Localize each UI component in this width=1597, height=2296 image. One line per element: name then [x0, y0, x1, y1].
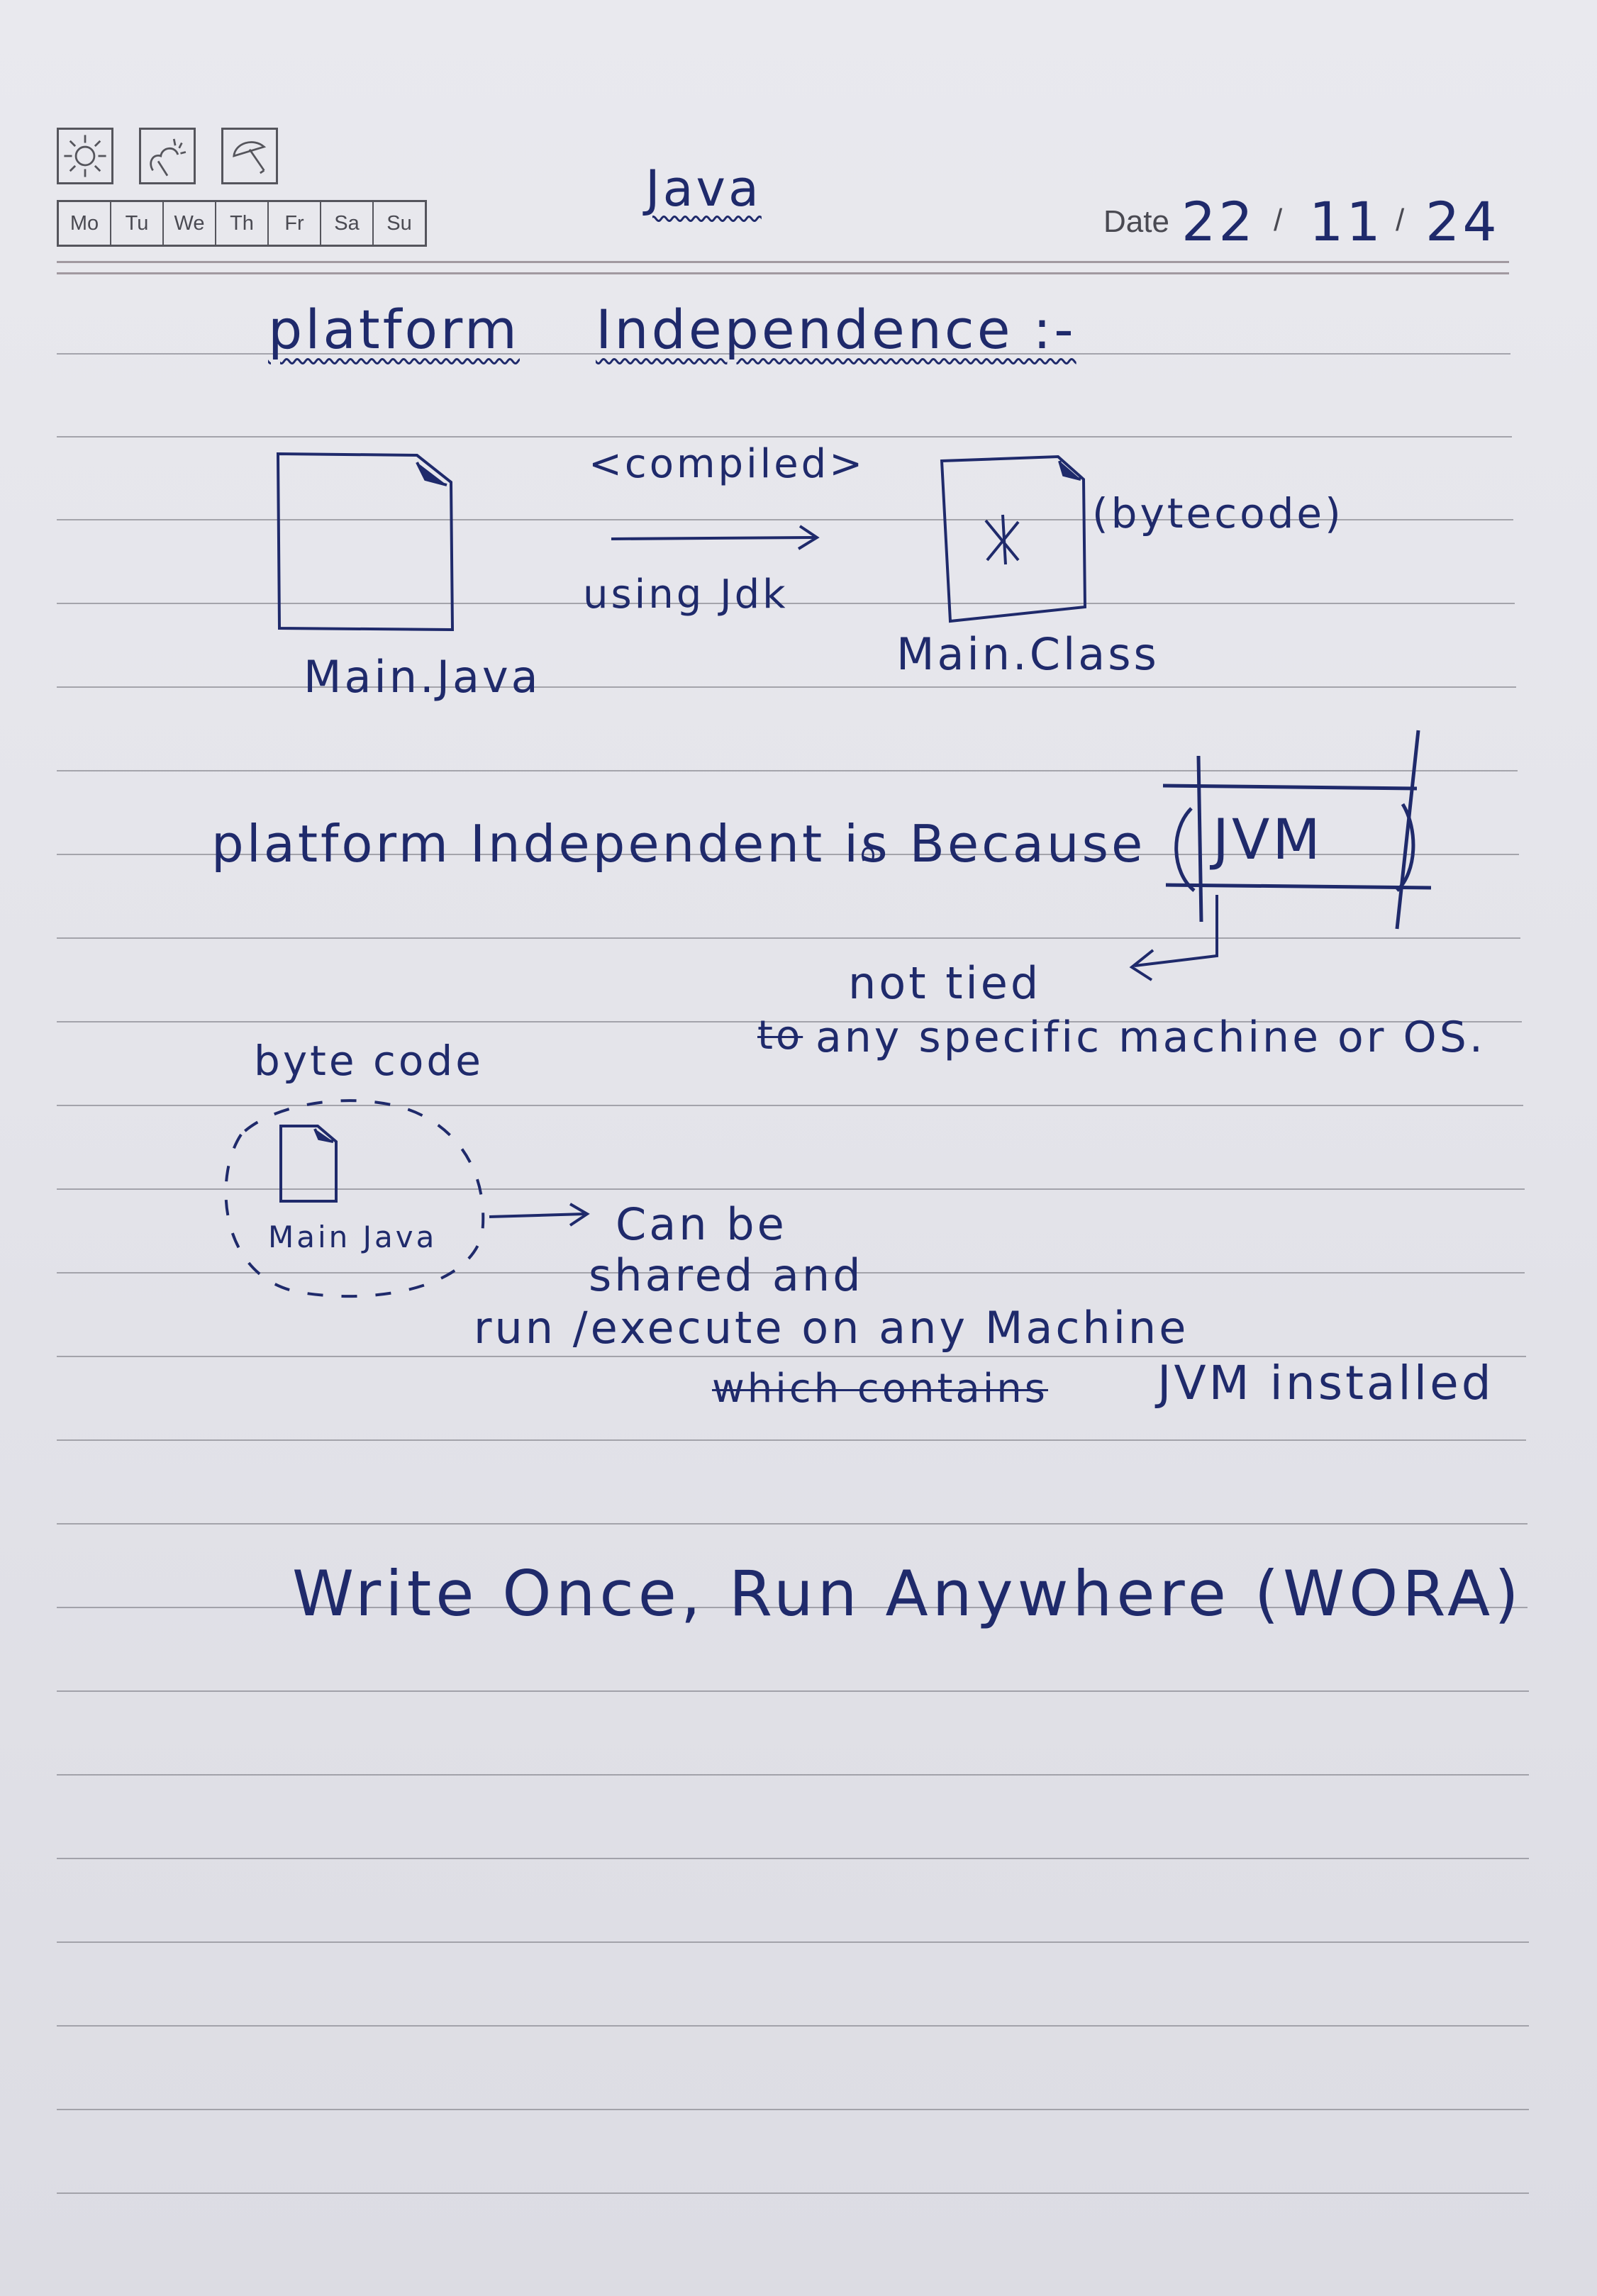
source-file-label: Main.Java	[304, 651, 541, 703]
ruled-line	[57, 1858, 1529, 1859]
shared-line4: JVM installed	[1157, 1356, 1494, 1410]
ruled-line	[57, 1607, 1528, 1608]
shared-line3: run /execute on any Machine	[474, 1302, 1189, 1354]
ruled-line	[57, 353, 1510, 355]
date-year: 24	[1425, 190, 1500, 253]
day-saturday[interactable]: Sa	[321, 202, 374, 245]
class-file-icon	[940, 455, 1087, 623]
page-title: Java	[645, 160, 762, 218]
ruled-line	[57, 937, 1520, 939]
ruled-line	[57, 436, 1512, 438]
day-sunday[interactable]: Su	[386, 211, 412, 235]
ruled-line	[57, 854, 1519, 855]
day-friday[interactable]: Fr	[269, 202, 321, 245]
ruled-line	[57, 2109, 1529, 2110]
ruled-line	[57, 770, 1518, 771]
bytecode-circle	[224, 1099, 485, 1298]
ruled-line	[57, 1356, 1526, 1357]
umbrella-icon[interactable]	[221, 128, 278, 184]
small-file-icon	[279, 1125, 338, 1203]
date-label: Date	[1103, 204, 1169, 239]
ruled-line	[57, 1188, 1525, 1190]
shared-line2: shared and	[589, 1249, 864, 1301]
ruled-line	[57, 1523, 1528, 1525]
using-jdk-label: using Jdk	[583, 572, 789, 618]
not-tied-struck: to	[757, 1013, 803, 1059]
heading-independence: Independence :-	[596, 298, 1076, 361]
ruled-line	[57, 2192, 1529, 2194]
day-tuesday[interactable]: Tu	[111, 202, 164, 245]
date-separator: /	[1274, 203, 1283, 238]
jvm-label: JVM	[1213, 808, 1323, 872]
date-month: 11	[1309, 190, 1384, 253]
ruled-line	[57, 1941, 1529, 1943]
ruled-line	[57, 1439, 1526, 1441]
bytecode-label: (bytecode)	[1092, 489, 1344, 537]
ruled-line	[57, 603, 1515, 604]
sun-icon[interactable]	[57, 128, 113, 184]
ruled-line	[57, 1774, 1529, 1776]
reason-text: platform Independent is Because	[211, 814, 1146, 874]
day-wednesday[interactable]: We	[164, 202, 216, 245]
day-monday[interactable]: Mo	[59, 202, 111, 245]
compiled-label: <compiled>	[589, 441, 866, 487]
compile-arrow-icon	[611, 525, 820, 550]
header-rule	[57, 261, 1509, 263]
ruled-line	[57, 1105, 1523, 1106]
ruled-line	[57, 2025, 1529, 2027]
weekday-selector: Mo Tu We Th Fr Sa Su	[57, 200, 427, 247]
ruled-line	[57, 519, 1513, 520]
bytecode-title: byte code	[254, 1037, 484, 1085]
ruled-line	[57, 1021, 1522, 1022]
circle-file-label: Main Java	[268, 1220, 438, 1254]
not-tied-line1: not tied	[848, 957, 1042, 1009]
date-day: 22	[1181, 190, 1256, 253]
day-thursday[interactable]: Th	[216, 202, 269, 245]
class-file-label: Main.Class	[896, 628, 1159, 680]
wora-statement: Write Once, Run Anywhere (WORA)	[292, 1557, 1523, 1630]
shared-line4-struck: which contains	[712, 1366, 1048, 1412]
share-arrow-icon	[489, 1203, 590, 1227]
header-rule-lower	[57, 272, 1509, 274]
cloud-sun-icon[interactable]	[139, 128, 196, 184]
shared-line1: Can be	[616, 1198, 787, 1250]
ruled-line	[57, 1272, 1525, 1274]
heading-platform: platform	[268, 298, 520, 361]
ruled-line	[57, 686, 1516, 688]
ruled-line	[57, 1690, 1529, 1692]
date-separator: /	[1396, 203, 1405, 238]
not-tied-line2: any specific machine or OS.	[816, 1013, 1486, 1062]
